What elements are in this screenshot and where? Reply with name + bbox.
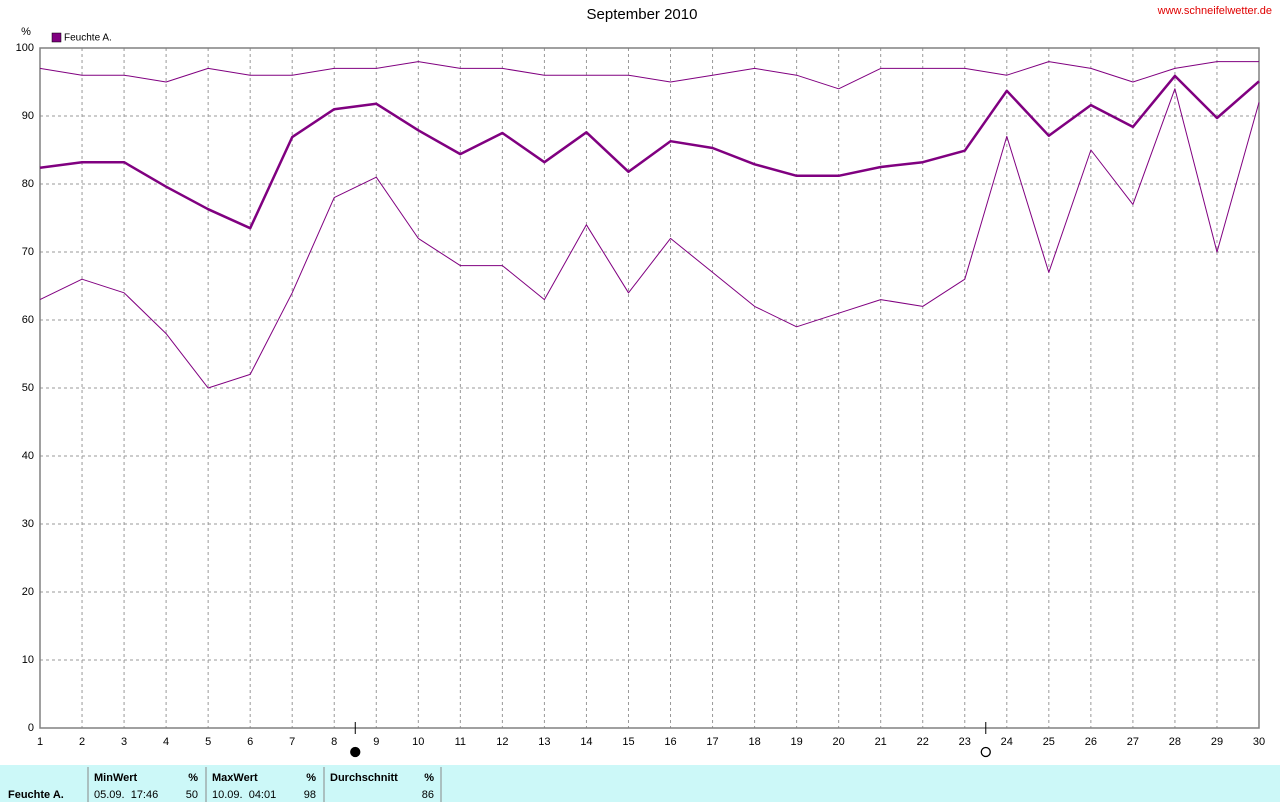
stats-unit: % [424, 772, 434, 784]
x-tick-label: 20 [833, 736, 845, 748]
y-tick-label: 90 [22, 110, 34, 122]
x-tick-label: 13 [538, 736, 550, 748]
legend-swatch [51, 32, 62, 43]
series-line [39, 74, 1260, 230]
stats-unit: % [188, 772, 198, 784]
source: www.schneifelwetter.de [1157, 5, 1272, 17]
x-tick-label: 16 [664, 736, 676, 748]
x-tick-label: 5 [205, 736, 211, 748]
moon-marker [980, 746, 991, 758]
x-tick-label: 6 [247, 736, 253, 748]
x-tick-label: 29 [1211, 736, 1223, 748]
y-unit: % [21, 26, 31, 38]
stats-header: Durchschnitt [330, 772, 398, 784]
y-tick-label: 70 [22, 246, 34, 258]
x-tick-label: 12 [496, 736, 508, 748]
x-tick-label: 26 [1085, 736, 1097, 748]
y-tick-label: 50 [22, 382, 34, 394]
x-tick-label: 23 [959, 736, 971, 748]
x-tick-label: 7 [289, 736, 295, 748]
stats-header: MaxWert [212, 772, 258, 784]
x-tick-label: 30 [1253, 736, 1265, 748]
y-tick-label: 60 [22, 314, 34, 326]
y-tick-label: 80 [22, 178, 34, 190]
x-tick-label: 28 [1169, 736, 1181, 748]
x-tick-label: 11 [455, 736, 466, 748]
x-tick-label: 22 [917, 736, 929, 748]
x-tick-label: 4 [163, 736, 169, 748]
chart-title: September 2010 [587, 6, 698, 23]
x-tick-label: 18 [748, 736, 760, 748]
y-tick-label: 20 [22, 586, 34, 598]
y-tick-label: 100 [16, 42, 34, 54]
x-tick-label: 8 [331, 736, 337, 748]
y-tick-label: 10 [22, 654, 34, 666]
x-tick-label: 25 [1043, 736, 1055, 748]
legend-label: Feuchte A. [64, 33, 112, 44]
stats-panel [0, 765, 1280, 802]
y-tick-label: 40 [22, 450, 34, 462]
x-tick-label: 15 [622, 736, 634, 748]
stats-header: MinWert [94, 772, 138, 784]
y-tick-label: 30 [22, 518, 34, 530]
stats-date: 10.09. 04:01 [212, 789, 276, 801]
series-line [39, 88, 1260, 389]
x-tick-label: 10 [412, 736, 424, 748]
x-tick-label: 27 [1127, 736, 1139, 748]
x-tick-label: 17 [706, 736, 718, 748]
series-line [39, 61, 1259, 90]
x-tick-label: 24 [1001, 736, 1013, 748]
x-tick-label: 14 [580, 736, 592, 748]
stats-unit: % [306, 772, 316, 784]
x-tick-label: 19 [790, 736, 802, 748]
x-tick-label: 2 [79, 736, 85, 748]
moon-marker [350, 746, 361, 758]
x-tick-label: 9 [373, 736, 379, 748]
x-tick-label: 21 [875, 736, 887, 748]
stats-value: 50 [186, 789, 198, 801]
stats-date: 05.09. 17:46 [94, 789, 158, 801]
stats-value: 86 [422, 789, 434, 801]
stats-value: 98 [304, 789, 316, 801]
plot-frame [39, 47, 1260, 729]
stats-label: Feuchte A. [8, 789, 64, 801]
y-tick-label: 0 [28, 722, 34, 734]
x-tick-label: 1 [37, 736, 43, 748]
x-tick-label: 3 [121, 736, 127, 748]
